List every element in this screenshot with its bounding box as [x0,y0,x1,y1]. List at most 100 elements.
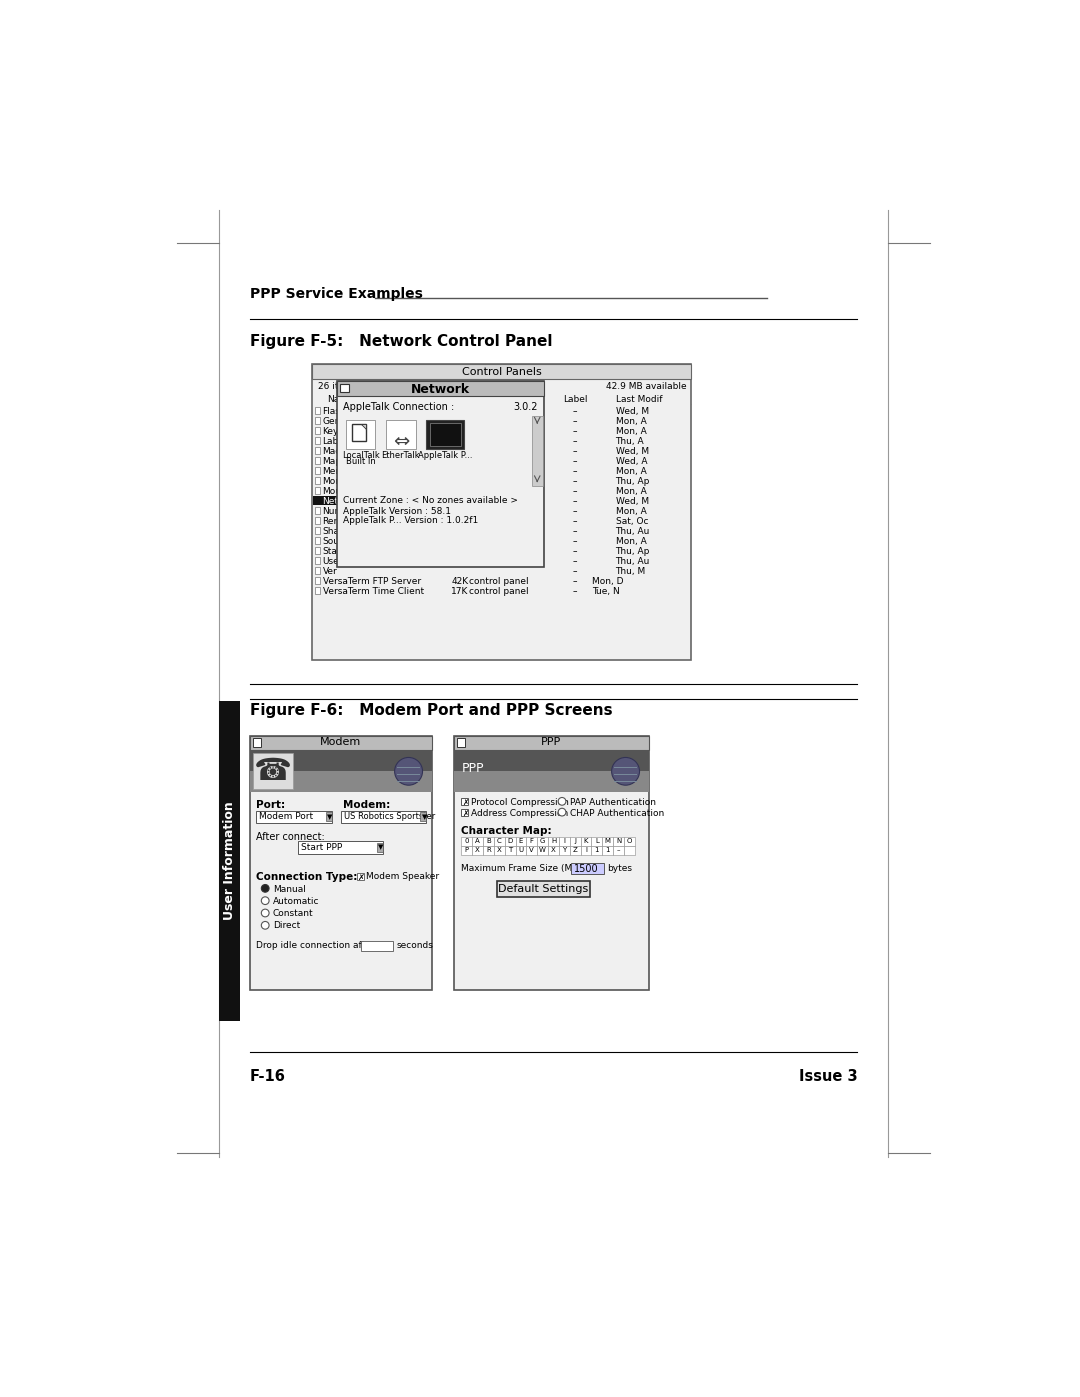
Text: control panel: control panel [469,577,528,587]
Bar [341,810,427,823]
Bar [326,812,332,821]
Text: Mon, A: Mon, A [616,488,646,496]
Text: Net: Net [323,497,338,506]
Text: G: G [540,838,545,844]
Text: Mon, A: Mon, A [616,467,646,476]
Text: ⇔: ⇔ [393,432,409,451]
Text: –: – [573,548,578,556]
Text: AppleTalk Connection :: AppleTalk Connection : [342,402,454,412]
Bar [559,837,570,847]
Text: PPP Service Examples: PPP Service Examples [249,286,422,300]
Bar [461,798,469,805]
Text: –: – [573,457,578,467]
Bar [249,736,432,990]
Text: –: – [573,418,578,426]
Text: 32.1 MB in disk: 32.1 MB in disk [467,383,536,391]
Text: J: J [575,838,577,844]
Text: F: F [530,838,534,844]
Bar [312,365,691,380]
Text: T: T [508,847,512,852]
Text: Wed, A: Wed, A [616,457,647,467]
Bar [504,837,515,847]
Bar [377,842,383,852]
Bar [314,567,321,574]
Circle shape [558,798,566,805]
Text: bytes: bytes [607,865,632,873]
Text: Mon, A: Mon, A [616,418,646,426]
Text: Gene: Gene [323,418,347,426]
Text: –: – [573,587,578,597]
Bar [497,882,590,897]
Bar [461,847,472,855]
Text: Name: Name [327,395,354,404]
Text: VersaTerm Time Client: VersaTerm Time Client [323,587,423,597]
Text: 26 items: 26 items [318,383,357,391]
Text: Mac: Mac [323,447,341,457]
Text: Mon, D: Mon, D [592,577,624,587]
Bar [581,837,592,847]
Bar [397,767,420,768]
Bar [548,847,559,855]
Text: Direct: Direct [273,922,300,930]
Text: P: P [464,847,469,852]
Text: After connect:: After connect: [256,833,325,842]
Bar [454,750,649,771]
Bar [314,467,321,474]
Bar [420,812,427,821]
Text: 42.9 MB available: 42.9 MB available [606,383,687,391]
Text: X: X [475,847,480,852]
Bar [483,837,494,847]
Text: 17K: 17K [451,587,469,597]
Text: ✗: ✗ [357,873,364,882]
Bar [314,478,321,485]
Text: C: C [497,838,501,844]
Bar [526,847,537,855]
Bar [613,781,637,782]
Bar [537,847,548,855]
Text: Modem:: Modem: [342,800,390,810]
Bar [314,557,321,564]
Bar [526,837,537,847]
Text: N: N [616,838,621,844]
Text: –: – [573,567,578,577]
Bar [356,873,364,880]
Text: ▼: ▼ [327,813,333,820]
Text: Drop idle connection after: Drop idle connection after [256,942,375,950]
Circle shape [611,757,639,785]
Text: X: X [497,847,501,852]
Text: User Information: User Information [224,802,237,921]
Text: Modem Speaker: Modem Speaker [366,872,440,882]
Text: Port:: Port: [256,800,285,810]
Text: –: – [573,507,578,517]
Text: LocalTalk: LocalTalk [341,451,379,460]
Text: Label: Label [564,395,589,404]
Bar [613,774,637,775]
Bar [603,847,613,855]
Text: ☎: ☎ [254,757,292,787]
Bar [256,810,332,823]
Bar [624,847,635,855]
Text: Mon, A: Mon, A [616,507,646,517]
Text: D: D [508,838,513,844]
Bar [559,847,570,855]
Text: E: E [518,838,523,844]
Polygon shape [362,425,366,429]
Bar [454,736,649,990]
Bar [387,420,416,450]
Text: –: – [617,847,620,852]
Bar [570,847,581,855]
Text: L: L [595,838,598,844]
Bar [352,425,366,441]
Text: Sha: Sha [323,527,339,536]
Bar [571,863,604,873]
Bar [592,847,603,855]
Bar [249,750,432,792]
Text: ▼: ▼ [422,813,427,820]
Text: W: W [539,847,546,852]
Bar [218,701,241,1021]
Text: Start PPP: Start PPP [301,842,342,852]
Text: Connection Type:: Connection Type: [256,872,357,882]
Bar [314,548,321,555]
Text: Num: Num [323,507,343,517]
Text: –: – [573,467,578,476]
